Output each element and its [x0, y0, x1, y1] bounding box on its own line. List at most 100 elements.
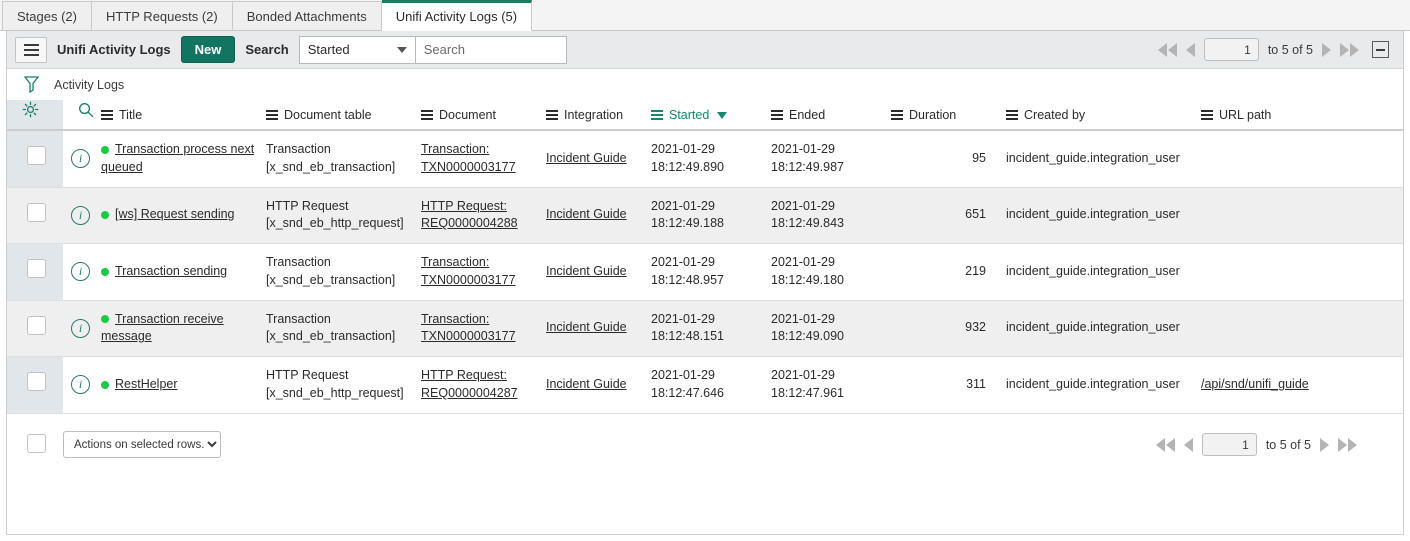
column-header-settings[interactable] — [7, 100, 63, 131]
document-type[interactable]: Transaction: — [421, 142, 490, 156]
column-header-integration[interactable]: Integration — [546, 100, 651, 131]
double-arrow-left-icon[interactable] — [1157, 42, 1177, 57]
cell-integration[interactable]: Incident Guide — [546, 243, 651, 301]
row-checkbox[interactable] — [27, 372, 46, 392]
column-header-title[interactable]: Title — [101, 100, 266, 131]
arrow-left-icon[interactable] — [1185, 42, 1195, 57]
column-menu-icon[interactable] — [101, 110, 113, 120]
cell-document[interactable]: Transaction: TXN0000003177 — [421, 130, 546, 188]
column-header-document[interactable]: Document — [421, 100, 546, 131]
row-checkbox[interactable] — [27, 315, 46, 335]
row-checkbox[interactable] — [27, 146, 46, 166]
title-link[interactable]: [ws] Request sending — [115, 207, 235, 222]
title-link[interactable]: Transaction receive message — [101, 311, 224, 344]
tab-stages[interactable]: Stages (2) — [2, 1, 92, 30]
document-number[interactable]: TXN0000003177 — [421, 329, 516, 344]
row-select-cell[interactable] — [7, 130, 63, 188]
row-info-cell[interactable]: i — [63, 130, 101, 188]
actions-on-selected-rows-select[interactable]: Actions on selected rows... — [63, 431, 221, 458]
column-header-started[interactable]: Started — [651, 100, 771, 131]
integration-link[interactable]: Incident Guide — [546, 150, 627, 165]
page-number-input[interactable] — [1201, 433, 1257, 456]
info-icon[interactable]: i — [71, 149, 90, 169]
row-info-cell[interactable]: i — [63, 187, 101, 244]
minus-box-icon[interactable] — [1372, 41, 1389, 58]
new-button[interactable]: New — [180, 36, 236, 63]
double-arrow-right-icon[interactable] — [1338, 437, 1357, 452]
arrow-left-icon[interactable] — [1183, 437, 1193, 452]
integration-link[interactable]: Incident Guide — [546, 207, 627, 222]
breadcrumb[interactable]: Activity Logs — [54, 77, 125, 92]
title-link[interactable]: Transaction process next queued — [101, 142, 255, 174]
tab-unifi-activity-logs[interactable]: Unifi Activity Logs (5) — [381, 0, 533, 31]
cell-url-path[interactable] — [1201, 243, 1403, 301]
search-field-select[interactable]: Started — [298, 35, 415, 64]
cell-integration[interactable]: Incident Guide — [546, 356, 651, 414]
cell-integration[interactable]: Incident Guide — [546, 130, 651, 188]
cell-integration[interactable]: Incident Guide — [546, 187, 651, 244]
tab-bonded-attachments[interactable]: Bonded Attachments — [232, 1, 382, 30]
document-number[interactable]: TXN0000003177 — [421, 159, 516, 174]
cell-url-path[interactable] — [1201, 300, 1403, 357]
document-type[interactable]: HTTP Request: — [421, 198, 507, 213]
document-type[interactable]: HTTP Request: — [421, 368, 507, 382]
row-info-cell[interactable]: i — [63, 243, 101, 301]
cell-title[interactable]: Transaction process next queued — [101, 130, 266, 188]
cell-document[interactable]: HTTP Request: REQ0000004288 — [421, 187, 546, 244]
cell-title[interactable]: Transaction sending — [101, 243, 266, 301]
cell-integration[interactable]: Incident Guide — [546, 300, 651, 357]
document-type[interactable]: Transaction: — [421, 311, 490, 326]
magnifier-icon[interactable] — [77, 103, 95, 122]
tab-http-requests[interactable]: HTTP Requests (2) — [91, 1, 233, 30]
column-header-ended[interactable]: Ended — [771, 100, 891, 131]
column-menu-icon[interactable] — [1006, 110, 1018, 120]
document-number[interactable]: TXN0000003177 — [421, 272, 516, 287]
cell-title[interactable]: [ws] Request sending — [101, 187, 266, 244]
column-menu-icon[interactable] — [891, 110, 903, 120]
info-icon[interactable]: i — [71, 318, 90, 338]
select-all-checkbox[interactable] — [27, 433, 46, 453]
cell-document[interactable]: HTTP Request: REQ0000004287 — [421, 356, 546, 414]
cell-title[interactable]: RestHelper — [101, 356, 266, 414]
column-header-created-by[interactable]: Created by — [1006, 100, 1201, 131]
table-row[interactable]: i Transaction receive message Transactio… — [7, 300, 1403, 357]
url-path-link[interactable]: /api/snd/unifi_guide — [1201, 376, 1309, 391]
table-row[interactable]: i Transaction sending Transaction [x_snd_… — [7, 243, 1403, 301]
gear-icon[interactable] — [21, 101, 40, 122]
integration-link[interactable]: Incident Guide — [546, 263, 627, 278]
cell-title[interactable]: Transaction receive message — [101, 300, 266, 357]
column-menu-icon[interactable] — [771, 110, 783, 120]
table-row[interactable]: i RestHelper HTTP Request [x_snd_eb_http_… — [7, 356, 1403, 414]
info-icon[interactable]: i — [71, 375, 90, 395]
double-arrow-left-icon[interactable] — [1155, 437, 1175, 452]
page-number-input[interactable] — [1203, 38, 1259, 61]
sort-desc-caret-icon[interactable] — [717, 111, 728, 119]
row-select-cell[interactable] — [7, 187, 63, 244]
funnel-icon[interactable] — [23, 75, 40, 94]
row-checkbox[interactable] — [27, 259, 46, 279]
document-number[interactable]: REQ0000004288 — [421, 216, 518, 231]
document-type[interactable]: Transaction: — [421, 255, 490, 269]
column-menu-icon[interactable] — [546, 110, 558, 120]
column-header-document-table[interactable]: Document table — [266, 100, 421, 131]
row-info-cell[interactable]: i — [63, 356, 101, 414]
column-menu-icon[interactable] — [266, 110, 278, 120]
row-info-cell[interactable]: i — [63, 300, 101, 357]
row-checkbox[interactable] — [27, 202, 46, 222]
arrow-right-icon[interactable] — [1320, 437, 1329, 452]
cell-url-path[interactable] — [1201, 187, 1403, 244]
cell-document[interactable]: Transaction: TXN0000003177 — [421, 300, 546, 357]
integration-link[interactable]: Incident Guide — [546, 376, 627, 391]
info-icon[interactable]: i — [71, 262, 90, 282]
column-menu-icon[interactable] — [1201, 110, 1213, 120]
title-link[interactable]: Transaction sending — [115, 263, 228, 278]
column-menu-icon[interactable] — [421, 110, 433, 120]
row-select-cell[interactable] — [7, 243, 63, 301]
column-header-duration[interactable]: Duration — [891, 100, 1006, 131]
arrow-right-icon[interactable] — [1322, 42, 1331, 57]
double-arrow-right-icon[interactable] — [1340, 42, 1359, 57]
row-select-cell[interactable] — [7, 300, 63, 357]
column-header-search[interactable] — [63, 100, 101, 131]
info-icon[interactable]: i — [71, 205, 90, 225]
search-input[interactable] — [414, 35, 567, 64]
